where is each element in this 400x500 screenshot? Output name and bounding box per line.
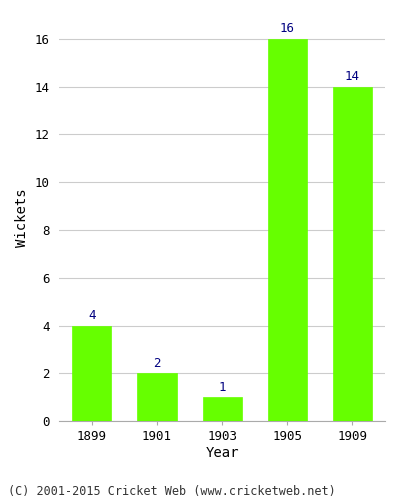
Bar [268, 39, 307, 421]
Bar [202, 398, 242, 421]
Text: 16: 16 [280, 22, 295, 36]
Text: 1: 1 [218, 380, 226, 394]
Bar [138, 374, 176, 421]
Text: 14: 14 [345, 70, 360, 83]
Y-axis label: Wickets: Wickets [15, 189, 29, 248]
Text: 2: 2 [153, 357, 161, 370]
X-axis label: Year: Year [205, 446, 239, 460]
Bar [333, 86, 372, 421]
Text: (C) 2001-2015 Cricket Web (www.cricketweb.net): (C) 2001-2015 Cricket Web (www.cricketwe… [8, 484, 336, 498]
Bar [72, 326, 111, 421]
Text: 4: 4 [88, 309, 96, 322]
